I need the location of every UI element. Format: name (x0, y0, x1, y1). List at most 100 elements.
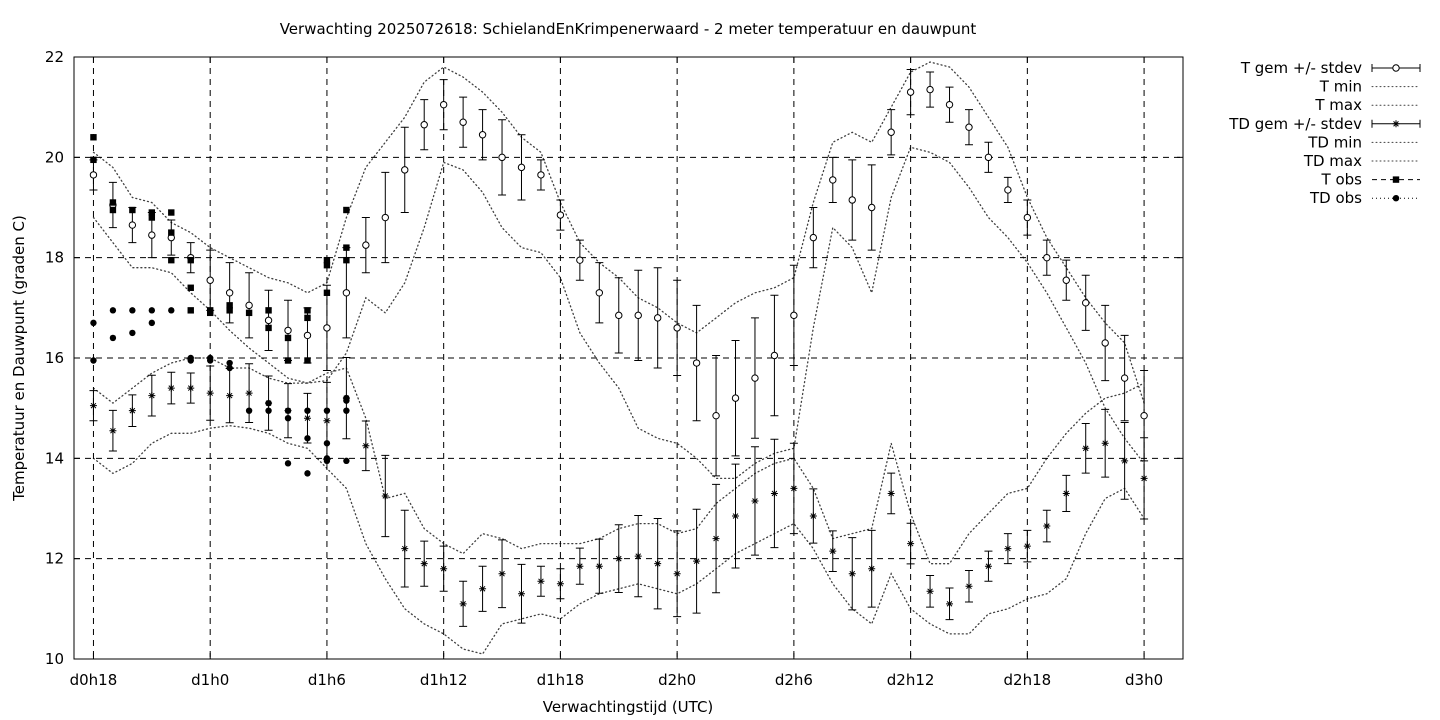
td-obs-point (245, 407, 253, 414)
td-gem-point (167, 384, 175, 392)
td-obs-point (304, 407, 311, 414)
t-obs-point (304, 307, 311, 314)
legend-label: T obs (1321, 171, 1363, 189)
t-gem-point (478, 131, 487, 139)
t-gem-point (245, 301, 253, 310)
t-gem-point (770, 351, 779, 360)
td-obs-point (343, 457, 350, 465)
legend-label: T max (1314, 96, 1362, 114)
t-gem-point (1120, 374, 1129, 382)
td-obs-point (284, 460, 292, 467)
legend-label: TD min (1307, 133, 1362, 151)
t-gem-point (926, 85, 934, 94)
legend-swatch-marker (1392, 64, 1400, 72)
t-gem-point (829, 176, 837, 184)
td-gem-point (226, 392, 234, 400)
td-gem-point (537, 577, 545, 585)
td-gem-point (673, 570, 681, 578)
td-gem-point (809, 512, 817, 520)
t-gem-point (1101, 339, 1109, 347)
x-tick-label: d1h18 (537, 671, 585, 689)
t-obs-point (148, 209, 156, 216)
t-gem-point (712, 411, 720, 420)
series-marks (89, 69, 1149, 627)
t-gem-point (634, 311, 642, 320)
t-gem-point (653, 314, 662, 322)
td-obs-point (343, 407, 350, 414)
x-tick-label: d3h0 (1125, 671, 1163, 689)
td-gem-point (829, 547, 837, 555)
t-gem-point (1043, 253, 1051, 262)
t-gem-point (790, 311, 798, 320)
legend-label: TD obs (1309, 189, 1362, 207)
x-tick-label: d1h6 (308, 671, 346, 689)
t-gem-point (517, 163, 526, 172)
td-obs-point (168, 307, 175, 314)
t-obs-point (284, 334, 292, 342)
td-gem-point (381, 492, 389, 500)
legend-swatch-marker (1392, 120, 1400, 128)
t-gem-point (1062, 276, 1070, 284)
td-gem-point (848, 570, 856, 578)
td-gem-point (401, 545, 409, 553)
t-min-line (92, 146, 1145, 480)
t-obs-point (206, 309, 214, 317)
td-obs-point (109, 334, 117, 342)
td-obs-point (323, 440, 331, 447)
td-obs-point (265, 407, 272, 414)
td-gem-point (615, 555, 623, 563)
t-gem-point (148, 231, 156, 239)
t-gem-point (323, 324, 331, 332)
t-obs-point (226, 302, 233, 309)
t-gem-point (848, 196, 856, 204)
td-gem-point (868, 565, 876, 573)
t-gem-point (1082, 299, 1090, 307)
td-gem-point (965, 582, 973, 590)
td-obs-point (323, 457, 331, 465)
t-gem-point (206, 276, 214, 284)
t-obs-point (129, 206, 136, 214)
td-obs-point (323, 407, 331, 414)
td-gem-point (732, 512, 740, 520)
legend-label: TD max (1303, 152, 1362, 170)
legend-swatch-marker (1392, 195, 1400, 202)
td-gem-point (517, 590, 525, 598)
td-obs-point (284, 415, 292, 422)
t-obs-point (168, 229, 175, 236)
td-gem-point (887, 489, 895, 497)
t-gem-point (381, 213, 389, 222)
t-obs-point (304, 357, 311, 364)
td-gem-point (693, 557, 701, 565)
y-axis-label: Temperatuur en Dauwpunt (graden C) (10, 215, 28, 502)
td-gem-point (1043, 522, 1051, 530)
x-axis-label: Verwachtingstijd (UTC) (543, 698, 714, 716)
x-tick-label: d2h12 (887, 671, 935, 689)
x-tick-label: d0h18 (70, 671, 118, 689)
td-obs-point (206, 357, 214, 364)
td-obs-point (148, 319, 156, 327)
t-gem-point (576, 256, 584, 264)
t-obs-point (304, 314, 311, 322)
t-gem-point (556, 211, 565, 219)
td-gem-point (459, 600, 467, 608)
td-gem-point (790, 484, 798, 492)
y-tick-label: 12 (45, 550, 64, 568)
td-gem-point (1121, 457, 1129, 465)
grid (74, 57, 1183, 659)
td-gem-point (926, 587, 934, 595)
y-tick-label: 22 (45, 48, 64, 66)
t-gem-point (945, 100, 954, 109)
td-gem-point (498, 570, 506, 578)
td-obs-point (284, 407, 292, 414)
td-obs-point (187, 357, 194, 364)
x-tick-label: d2h0 (658, 671, 696, 689)
td-gem-point (362, 442, 370, 450)
td-gem-point (245, 389, 253, 397)
t-gem-point (128, 221, 137, 229)
td-obs-point (90, 319, 97, 327)
t-obs-point (168, 256, 175, 264)
t-obs-point (343, 244, 350, 251)
t-gem-point (887, 128, 895, 136)
t-obs-point (343, 256, 350, 264)
